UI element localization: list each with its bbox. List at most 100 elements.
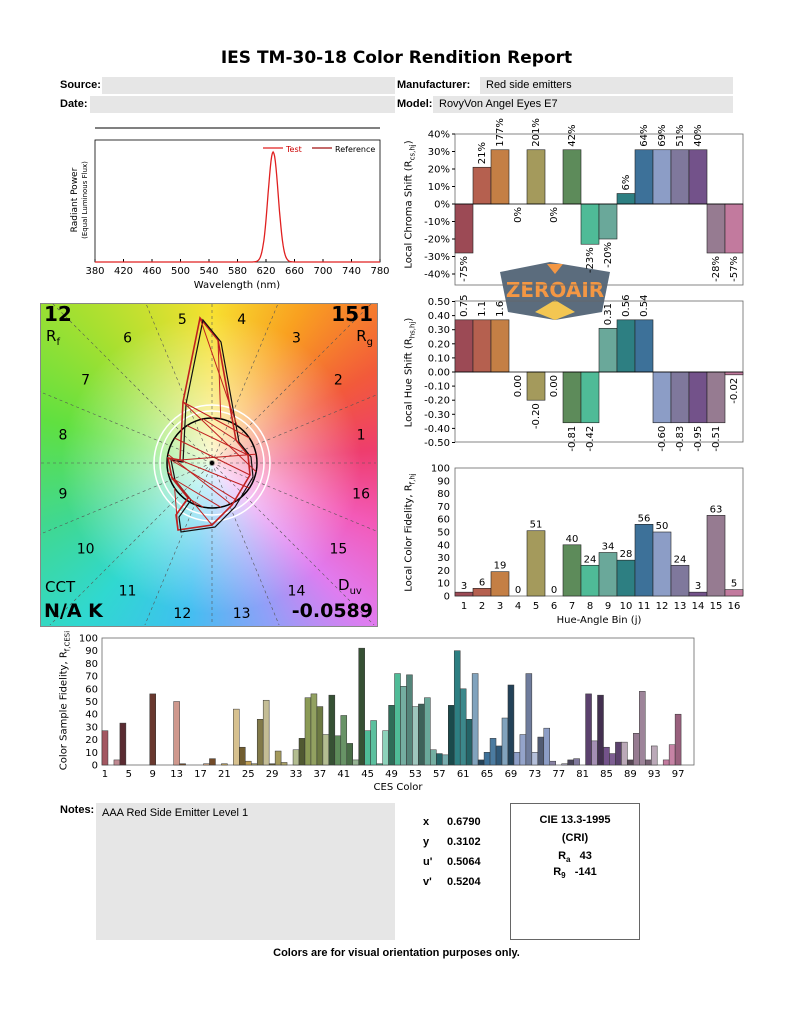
fidelity-bar [580,564,600,597]
bin-xtick-label: 1 [461,601,467,612]
ces-ytick-label: 10 [85,748,98,759]
shift-arrow [182,401,250,439]
bin-value-label: 64% [639,125,650,147]
ces-bar [268,763,276,766]
ces-bar [543,727,551,766]
bin-boundary-line [51,303,213,464]
spectrum-ylabel-sub: (Equal Luminous Flux) [81,161,89,239]
shift-arrow [167,471,213,526]
ces-xtick-label: 97 [672,769,685,780]
chroma-ylabel-text: Local Chroma Shift (R [403,160,415,269]
fidelity-bar [490,571,510,597]
ces-xtick-label: 29 [266,769,279,780]
ces-xtick-label: 85 [600,769,613,780]
bin-bar [616,193,636,205]
ces-bar [561,763,568,766]
bin-xtick-label: 15 [710,601,723,612]
ces-bar [262,699,270,766]
ces-bar [310,693,318,766]
ces-xtick-label: 89 [624,769,637,780]
ces-ytick-label: 20 [85,735,98,746]
date-label: Date: [60,98,88,110]
bin-bar [472,166,492,205]
ra-sub: a [566,855,571,865]
spectrum-xtick-label: 620 [256,266,275,277]
ces-bar [627,759,634,766]
ces-bar [245,760,252,766]
bin-xtick-label: 10 [620,601,633,612]
bin-bar [580,203,600,245]
bin-value-label: -0.95 [693,426,704,452]
hue-bin-number: 13 [233,606,251,622]
rg-label: Rg [356,329,373,348]
ces-ylabel-text: Color Sample Fidelity, R [58,651,70,771]
ces-bar [453,650,461,766]
bin-value-label: 1.6 [495,301,506,317]
rg-label-sub: g [366,337,373,348]
chroma-ylabel-sub: cs,hj [408,144,417,161]
spectrum-xtick-label: 580 [228,266,247,277]
bin-xtick-label: 11 [638,601,651,612]
spectrum-xtick-label: 380 [85,266,104,277]
model-label: Model: [397,98,433,110]
ces-ytick-label: 90 [85,646,98,657]
fidelity-value-label: 51 [530,520,543,531]
r9-sub: 9 [561,871,566,881]
ces-bar [364,730,371,766]
ces-bar [322,734,330,766]
ces-bar [113,759,121,766]
ytick-label: 40 [437,540,450,551]
fidelity-ylabel-sub: f,hj [408,473,417,485]
spectrum-xtick-label: 780 [370,266,389,277]
ytick-label: 80 [437,489,450,500]
ces-xtick-label: 69 [505,769,518,780]
zeroair-logo: ZEROAIR [500,262,610,320]
ces-xtick-label: 49 [385,769,398,780]
bin-boundary-line [144,462,213,625]
ces-bar [394,673,401,766]
ytick-label: -20% [424,235,450,246]
ces-xtick-label: 45 [361,769,374,780]
bin-value-label: -0.02 [729,378,740,404]
hue-bin-number: 3 [292,331,301,347]
ces-xtick-label: 65 [481,769,494,780]
fidelity-value-label: 40 [566,534,579,545]
bin-value-label: 42% [567,125,578,147]
ces-ytick-label: 70 [85,672,98,683]
ytick-label: -40% [424,270,450,281]
bin-boundary-line [49,462,213,625]
hue-bin-number: 7 [81,373,90,389]
coord-label: x [423,816,430,828]
bin-bar [454,319,474,373]
shift-arrow [187,497,204,508]
ces-ytick-label: 80 [85,659,98,670]
ces-bar [388,705,395,766]
bin-xtick-label: 9 [605,601,611,612]
fidelity-bar [472,588,492,597]
coord-value: 0.6790 [447,816,481,828]
bin-bar [670,149,690,205]
ces-xtick-label: 1 [102,769,108,780]
ytick-label: 0.00 [428,368,450,379]
ces-bar [674,713,682,766]
ytick-label: 100 [431,464,450,475]
rg-label-text: R [356,327,367,345]
ytick-label: -0.40 [424,424,450,435]
ytick-label: 0.30 [428,325,450,336]
bin-xtick-label: 3 [497,601,503,612]
ytick-label: 10% [428,182,450,193]
ytick-label: 40% [428,130,450,141]
ces-xtick-label: 33 [290,769,303,780]
ces-bar [489,738,497,766]
bin-bar [526,371,546,401]
fidelity-bar [634,524,654,597]
hue-bin-number: 4 [237,312,246,328]
bin-value-label: 177% [495,118,506,147]
bin-bar [562,149,582,205]
chroma-ylabel-end: ) [403,140,415,145]
cri-ra: Ra 43 [511,850,639,864]
fidelity-bar [670,564,690,597]
ces-bar [448,705,455,766]
ces-bar [316,706,324,766]
ces-bar [597,694,604,766]
